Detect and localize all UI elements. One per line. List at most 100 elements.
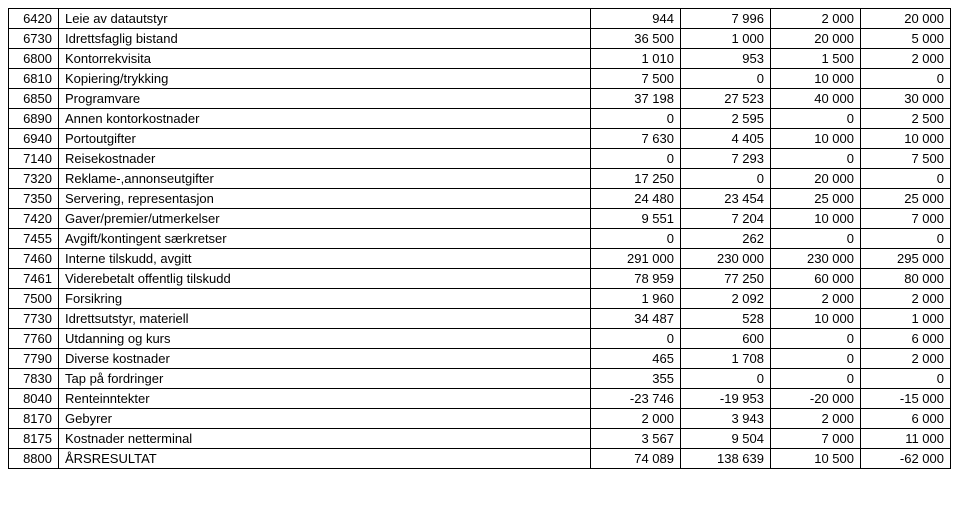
table-row: 6730Idrettsfaglig bistand36 5001 00020 0… — [9, 29, 951, 49]
account-value: 1 000 — [681, 29, 771, 49]
account-value: 0 — [591, 229, 681, 249]
account-value: 10 000 — [861, 129, 951, 149]
account-value: 291 000 — [591, 249, 681, 269]
account-value: 36 500 — [591, 29, 681, 49]
table-row: 8040Renteinntekter-23 746-19 953-20 000-… — [9, 389, 951, 409]
account-value: 600 — [681, 329, 771, 349]
account-value: 953 — [681, 49, 771, 69]
account-value: 78 959 — [591, 269, 681, 289]
table-row: 6810Kopiering/trykking7 500010 0000 — [9, 69, 951, 89]
account-value: 2 000 — [771, 9, 861, 29]
account-value: 230 000 — [681, 249, 771, 269]
account-description: Reklame-,annonseutgifter — [59, 169, 591, 189]
account-description: Viderebetalt offentlig tilskudd — [59, 269, 591, 289]
account-value: -20 000 — [771, 389, 861, 409]
account-value: 0 — [591, 109, 681, 129]
account-code: 7455 — [9, 229, 59, 249]
account-value: 11 000 — [861, 429, 951, 449]
account-value: 10 000 — [771, 209, 861, 229]
account-code: 7461 — [9, 269, 59, 289]
account-code: 7830 — [9, 369, 59, 389]
account-value: 1 960 — [591, 289, 681, 309]
table-row: 6890Annen kontorkostnader02 59502 500 — [9, 109, 951, 129]
account-value: 34 487 — [591, 309, 681, 329]
account-value: 23 454 — [681, 189, 771, 209]
account-code: 6730 — [9, 29, 59, 49]
account-value: 9 551 — [591, 209, 681, 229]
account-value: 0 — [771, 349, 861, 369]
account-value: 2 092 — [681, 289, 771, 309]
account-description: Utdanning og kurs — [59, 329, 591, 349]
account-value: 25 000 — [771, 189, 861, 209]
account-description: Leie av datautstyr — [59, 9, 591, 29]
account-value: 20 000 — [861, 9, 951, 29]
account-description: Portoutgifter — [59, 129, 591, 149]
table-row: 7760Utdanning og kurs060006 000 — [9, 329, 951, 349]
account-value: 0 — [861, 69, 951, 89]
account-value: 0 — [771, 109, 861, 129]
account-value: 0 — [861, 369, 951, 389]
account-value: 27 523 — [681, 89, 771, 109]
account-value: 60 000 — [771, 269, 861, 289]
account-value: 7 000 — [771, 429, 861, 449]
account-value: 465 — [591, 349, 681, 369]
account-code: 6890 — [9, 109, 59, 129]
table-row: 7790Diverse kostnader4651 70802 000 — [9, 349, 951, 369]
table-row: 8175Kostnader netterminal3 5679 5047 000… — [9, 429, 951, 449]
account-value: 7 500 — [861, 149, 951, 169]
account-value: 74 089 — [591, 449, 681, 469]
account-value: 0 — [771, 229, 861, 249]
account-description: Gaver/premier/utmerkelser — [59, 209, 591, 229]
accounts-table: 6420Leie av datautstyr9447 9962 00020 00… — [8, 8, 951, 469]
account-value: 25 000 — [861, 189, 951, 209]
account-value: 0 — [591, 149, 681, 169]
account-code: 6810 — [9, 69, 59, 89]
account-description: Programvare — [59, 89, 591, 109]
table-row: 6850Programvare37 19827 52340 00030 000 — [9, 89, 951, 109]
table-row: 7350Servering, representasjon24 48023 45… — [9, 189, 951, 209]
account-code: 8175 — [9, 429, 59, 449]
account-code: 7760 — [9, 329, 59, 349]
table-row: 7460Interne tilskudd, avgitt291 000230 0… — [9, 249, 951, 269]
account-value: 138 639 — [681, 449, 771, 469]
table-row: 7500Forsikring1 9602 0922 0002 000 — [9, 289, 951, 309]
account-code: 7460 — [9, 249, 59, 269]
account-description: Kontorrekvisita — [59, 49, 591, 69]
account-value: 7 996 — [681, 9, 771, 29]
account-value: 2 000 — [861, 289, 951, 309]
account-value: 7 500 — [591, 69, 681, 89]
account-value: 10 000 — [771, 309, 861, 329]
table-row: 7320Reklame-,annonseutgifter17 250020 00… — [9, 169, 951, 189]
account-value: 1 010 — [591, 49, 681, 69]
account-value: 0 — [861, 229, 951, 249]
account-value: 528 — [681, 309, 771, 329]
account-value: 2 595 — [681, 109, 771, 129]
account-value: 230 000 — [771, 249, 861, 269]
table-row: 7830Tap på fordringer355000 — [9, 369, 951, 389]
account-value: 1 000 — [861, 309, 951, 329]
table-row: 7140Reisekostnader07 29307 500 — [9, 149, 951, 169]
account-value: 0 — [771, 329, 861, 349]
account-description: Avgift/kontingent særkretser — [59, 229, 591, 249]
account-description: Kostnader netterminal — [59, 429, 591, 449]
account-code: 6420 — [9, 9, 59, 29]
account-code: 8170 — [9, 409, 59, 429]
account-value: 295 000 — [861, 249, 951, 269]
account-value: 0 — [861, 169, 951, 189]
account-value: 7 630 — [591, 129, 681, 149]
account-value: 0 — [681, 169, 771, 189]
account-value: 20 000 — [771, 29, 861, 49]
account-value: -15 000 — [861, 389, 951, 409]
account-value: 1 500 — [771, 49, 861, 69]
account-description: Interne tilskudd, avgitt — [59, 249, 591, 269]
account-value: 24 480 — [591, 189, 681, 209]
account-code: 7140 — [9, 149, 59, 169]
table-row: 7455Avgift/kontingent særkretser026200 — [9, 229, 951, 249]
account-code: 7730 — [9, 309, 59, 329]
account-value: 7 293 — [681, 149, 771, 169]
account-value: 944 — [591, 9, 681, 29]
account-value: 2 000 — [861, 349, 951, 369]
account-code: 6940 — [9, 129, 59, 149]
account-code: 6800 — [9, 49, 59, 69]
account-value: 4 405 — [681, 129, 771, 149]
